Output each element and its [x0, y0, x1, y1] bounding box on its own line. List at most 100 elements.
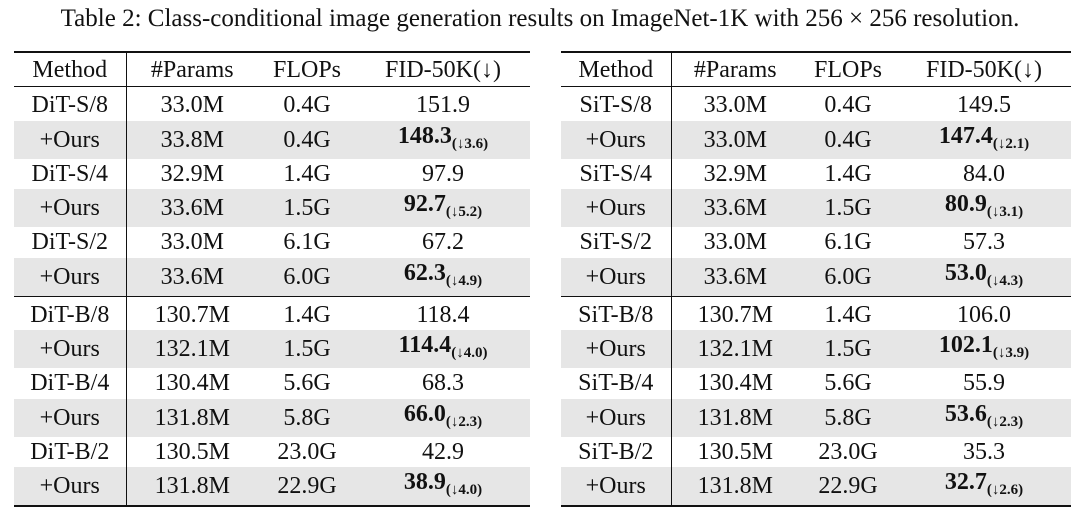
- fid-cell: 38.9(↓4.0): [356, 467, 530, 507]
- row-group-base: DiT-B/8 130.7M 1.4G 118.4 +Ours 132.1M 1.5G 114…: [14, 296, 530, 507]
- table-row: +Ours 33.8M 0.4G 148.3(↓3.6): [14, 120, 530, 159]
- params-cell: 33.6M: [671, 257, 799, 297]
- fid-improvement: (↓4.9): [445, 272, 483, 289]
- fid-value: 62.3: [403, 259, 446, 286]
- table-row: DiT-B/4 130.4M 5.6G 68.3: [14, 368, 530, 399]
- flops-cell: 5.8G: [258, 398, 356, 437]
- flops-cell: 23.0G: [818, 438, 878, 465]
- fid-value: 106.0: [957, 301, 1011, 328]
- header-row: Method #Params FLOPs FID-50K(↓): [14, 51, 530, 87]
- fid-cell: 35.3: [897, 437, 1071, 468]
- flops-cell: 5.6G: [824, 370, 872, 397]
- results-table-dit: Method #Params FLOPs FID-50K(↓) DiT-S/8 3…: [14, 51, 530, 507]
- params-cell: 33.0M: [160, 92, 224, 119]
- fid-value: 92.7: [403, 191, 446, 217]
- fid-value: 84.0: [963, 160, 1005, 187]
- fid-cell: 66.0(↓2.3): [356, 398, 530, 437]
- method-cell: +Ours: [561, 189, 672, 227]
- fid-improvement: (↓2.3): [986, 413, 1024, 430]
- fid-cell: 114.4(↓4.0): [356, 330, 530, 368]
- flops-cell: 0.4G: [824, 92, 872, 119]
- fid-improvement: (↓3.9): [992, 345, 1030, 361]
- table-row: +Ours 131.8M 22.9G 38.9(↓4.0): [14, 467, 530, 507]
- column-header-flops: FLOPs: [799, 51, 897, 87]
- fid-value: 68.3: [422, 370, 464, 397]
- method-cell: DiT-B/8: [14, 296, 127, 330]
- params-cell: 33.0M: [703, 92, 767, 119]
- params-cell: 131.8M: [126, 467, 258, 507]
- table-row: +Ours 33.6M 1.5G 92.7(↓5.2): [14, 189, 530, 227]
- fid-improvement: (↓2.6): [986, 482, 1024, 498]
- fid-value: 148.3: [397, 122, 452, 149]
- params-cell: 132.1M: [671, 330, 799, 368]
- flops-cell: 6.1G: [824, 229, 872, 256]
- fid-cell: 149.5: [897, 87, 1071, 121]
- table-row: +Ours 33.6M 6.0G 53.0(↓4.3): [561, 257, 1071, 297]
- fid-improvement: (↓5.2): [445, 204, 483, 220]
- fid-value: 66.0: [403, 400, 446, 427]
- flops-cell: 22.9G: [799, 467, 897, 507]
- column-header-method: Method: [561, 51, 672, 87]
- flops-cell: 1.4G: [824, 301, 872, 328]
- flops-cell: 1.4G: [824, 160, 872, 187]
- row-group-small: DiT-S/8 33.0M 0.4G 151.9 +Ours 33.8M 0.4G 148.3…: [14, 86, 530, 297]
- table-row: SiT-S/4 32.9M 1.4G 84.0: [561, 158, 1071, 189]
- fid-cell: 53.0(↓4.3): [897, 257, 1071, 297]
- params-cell: 132.1M: [126, 330, 258, 368]
- fid-value: 35.3: [963, 438, 1005, 465]
- method-cell: +Ours: [561, 330, 672, 368]
- fid-cell: 147.4(↓2.1): [897, 120, 1071, 159]
- flops-cell: 6.0G: [258, 257, 356, 297]
- method-cell: SiT-B/2: [561, 436, 672, 467]
- params-cell: 131.8M: [671, 398, 799, 437]
- fid-cell: 53.6(↓2.3): [897, 398, 1071, 437]
- flops-cell: 6.0G: [799, 257, 897, 297]
- method-cell: +Ours: [561, 467, 672, 507]
- fid-value: 114.4: [398, 332, 452, 358]
- fid-value: 57.3: [963, 229, 1005, 256]
- table-row: +Ours 131.8M 5.8G 66.0(↓2.3): [14, 398, 530, 437]
- method-cell: +Ours: [14, 257, 127, 297]
- column-header-params: #Params: [671, 51, 799, 87]
- flops-cell: 0.4G: [258, 120, 356, 159]
- fid-cell: 118.4: [356, 296, 530, 330]
- fid-value: 53.0: [944, 259, 987, 286]
- method-cell: SiT-B/4: [561, 368, 672, 399]
- method-cell: DiT-S/2: [14, 227, 127, 258]
- fid-improvement: (↓2.3): [445, 413, 483, 430]
- fid-cell: 68.3: [356, 368, 530, 399]
- method-cell: DiT-S/4: [14, 158, 127, 189]
- column-header-method: Method: [14, 51, 127, 87]
- fid-improvement: (↓2.1): [992, 135, 1030, 152]
- fid-value: 80.9: [944, 191, 987, 217]
- column-header-params: #Params: [126, 51, 258, 87]
- table-caption: Table 2: Class-conditional image generat…: [60, 5, 1020, 32]
- fid-cell: 92.7(↓5.2): [356, 189, 530, 227]
- fid-cell: 57.3: [897, 227, 1071, 258]
- table-row: SiT-B/2 130.5M 23.0G 35.3: [561, 436, 1071, 468]
- flops-cell: 1.5G: [258, 189, 356, 227]
- params-cell: 130.7M: [154, 301, 230, 328]
- params-cell: 32.9M: [703, 160, 767, 187]
- fid-cell: 42.9: [356, 437, 530, 468]
- flops-cell: 23.0G: [277, 438, 337, 465]
- method-cell: DiT-B/2: [14, 436, 127, 467]
- flops-cell: 1.4G: [283, 301, 331, 328]
- params-cell: 130.4M: [154, 370, 230, 397]
- fid-value: 151.9: [416, 92, 470, 119]
- column-header-flops: FLOPs: [258, 51, 356, 87]
- fid-cell: 67.2: [356, 227, 530, 258]
- flops-cell: 1.5G: [799, 330, 897, 368]
- fid-cell: 151.9: [356, 87, 530, 121]
- flops-cell: 5.6G: [283, 370, 331, 397]
- fid-improvement: (↓3.6): [451, 135, 489, 152]
- params-cell: 130.4M: [697, 370, 773, 397]
- params-cell: 33.6M: [126, 189, 258, 227]
- fid-improvement: (↓3.1): [986, 204, 1024, 220]
- params-cell: 33.0M: [671, 120, 799, 159]
- flops-cell: 0.4G: [799, 120, 897, 159]
- method-cell: +Ours: [561, 120, 672, 159]
- params-cell: 32.9M: [160, 160, 224, 187]
- fid-value: 53.6: [944, 400, 987, 427]
- method-cell: +Ours: [561, 257, 672, 297]
